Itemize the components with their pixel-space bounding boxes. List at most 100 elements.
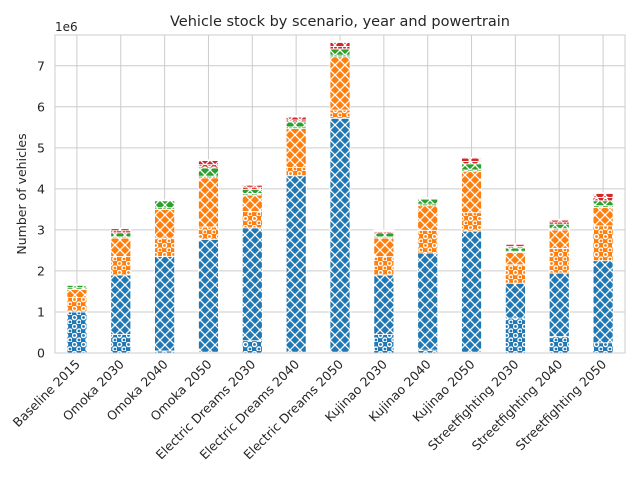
bar-segment bbox=[286, 122, 306, 127]
bar-segment-hatch bbox=[155, 257, 175, 351]
bar-segment bbox=[374, 257, 394, 275]
bar-segment-hatch bbox=[549, 248, 569, 273]
y-tick-label: 2 bbox=[37, 263, 45, 278]
bar-segment bbox=[549, 248, 569, 273]
bar-segment bbox=[418, 206, 438, 231]
bar-segment bbox=[242, 195, 262, 211]
bar-segment-hatch bbox=[111, 257, 131, 275]
bar-segment-hatch bbox=[505, 252, 525, 264]
bar-segment-hatch bbox=[286, 122, 306, 127]
bar-segment bbox=[593, 343, 613, 353]
bar-segment bbox=[418, 253, 438, 350]
bar-segment-hatch bbox=[198, 161, 218, 165]
bar-segment-hatch bbox=[330, 118, 350, 352]
bar-segment bbox=[111, 238, 131, 256]
bar-segment bbox=[505, 252, 525, 264]
bar-segment bbox=[593, 207, 613, 225]
bar-segment-hatch bbox=[549, 230, 569, 248]
bar-segment-hatch bbox=[198, 165, 218, 168]
bar-segment-hatch bbox=[330, 57, 350, 110]
bar-segment bbox=[67, 298, 87, 312]
bar-segment bbox=[111, 275, 131, 334]
bar-segment-hatch bbox=[67, 312, 87, 353]
bar-segment-hatch bbox=[549, 273, 569, 337]
bar-segment-hatch bbox=[242, 195, 262, 211]
bar-segment-hatch bbox=[374, 275, 394, 334]
bar-segment-hatch bbox=[505, 248, 525, 251]
bar-segment bbox=[593, 261, 613, 343]
bar-segment bbox=[111, 233, 131, 237]
bar-segment bbox=[111, 335, 131, 353]
bar-segment-hatch bbox=[111, 238, 131, 256]
bar-segment-hatch bbox=[155, 209, 175, 238]
y-tick-label: 4 bbox=[37, 181, 45, 196]
chart-title: Vehicle stock by scenario, year and powe… bbox=[170, 14, 510, 30]
bar-segment bbox=[505, 318, 525, 353]
bar-segment-hatch bbox=[155, 238, 175, 256]
bar-segment-hatch bbox=[374, 335, 394, 353]
bar-segment bbox=[505, 265, 525, 283]
bar-segment-hatch bbox=[286, 129, 306, 168]
bar-segment-hatch bbox=[198, 178, 218, 227]
bar-segment bbox=[198, 165, 218, 168]
bar-segment bbox=[286, 129, 306, 168]
bar-segment-hatch bbox=[593, 193, 613, 197]
bar-segment-hatch bbox=[418, 253, 438, 350]
bar-segment-hatch bbox=[593, 201, 613, 206]
bar-segment-hatch bbox=[198, 239, 218, 352]
bar-segment bbox=[505, 283, 525, 318]
bar-segment bbox=[155, 238, 175, 256]
bar-segment bbox=[242, 211, 262, 227]
bar-segment bbox=[462, 231, 482, 352]
bar-segment-hatch bbox=[286, 176, 306, 352]
bar-segment bbox=[286, 115, 306, 116]
y-tick-label: 6 bbox=[37, 99, 45, 114]
bar-segment bbox=[242, 189, 262, 193]
bar-segment-hatch bbox=[330, 41, 350, 42]
bar-segment bbox=[374, 233, 394, 237]
bar-segment bbox=[549, 337, 569, 353]
bar-segment bbox=[67, 312, 87, 353]
bar-segment bbox=[418, 199, 438, 204]
bar-segment-hatch bbox=[67, 289, 87, 297]
y-tick-label: 1 bbox=[37, 304, 45, 319]
bar-segment bbox=[198, 239, 218, 352]
bar-segment-hatch bbox=[593, 197, 613, 200]
bar-segment bbox=[462, 164, 482, 170]
bar-segment-hatch bbox=[418, 199, 438, 204]
bar-segment bbox=[198, 227, 218, 239]
bar-segment bbox=[286, 117, 306, 120]
bar-segment-hatch bbox=[111, 275, 131, 334]
bar-segment-hatch bbox=[111, 233, 131, 237]
bar-segment-hatch bbox=[67, 298, 87, 312]
bar-segment-hatch bbox=[286, 168, 306, 176]
bar-segment-hatch bbox=[111, 335, 131, 353]
bar-segment-hatch bbox=[374, 238, 394, 256]
bar-segment-hatch bbox=[198, 168, 218, 176]
bar-segment-hatch bbox=[549, 337, 569, 353]
bar-segment bbox=[549, 273, 569, 337]
bar-segment-hatch bbox=[593, 226, 613, 261]
bar-segment bbox=[374, 238, 394, 256]
bar-segment bbox=[330, 57, 350, 110]
bar-segment bbox=[286, 176, 306, 352]
bar-segment bbox=[593, 226, 613, 261]
bar-segment bbox=[242, 228, 262, 341]
bar-segment bbox=[155, 209, 175, 238]
bar-segment bbox=[374, 335, 394, 353]
bar-segment bbox=[374, 275, 394, 334]
bar-segment-hatch bbox=[462, 164, 482, 170]
bar-segment-hatch bbox=[242, 341, 262, 353]
bar-segment-hatch bbox=[462, 231, 482, 352]
bar-segment-hatch bbox=[505, 265, 525, 283]
bar-segment bbox=[549, 230, 569, 248]
y-tick-label: 0 bbox=[37, 346, 45, 361]
bar-segment-hatch bbox=[374, 233, 394, 237]
bar-segment-hatch bbox=[155, 201, 175, 208]
y-axis-label: Number of vehicles bbox=[14, 133, 29, 254]
y-tick-label: 7 bbox=[37, 58, 45, 73]
